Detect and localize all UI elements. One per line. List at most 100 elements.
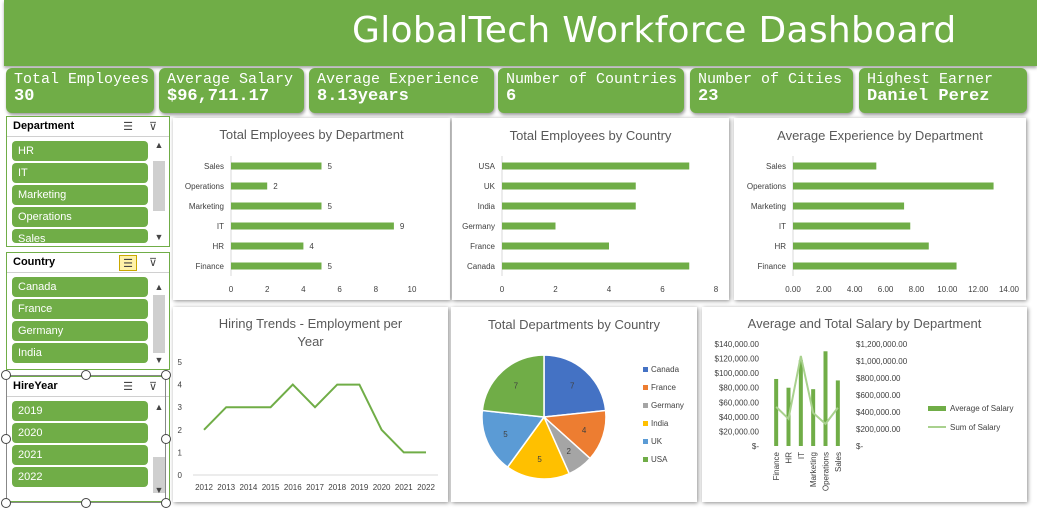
resize-handle[interactable] <box>81 498 91 508</box>
chart-employees-by-country[interactable]: Total Employees by Country Canada France G… <box>452 118 729 300</box>
bar <box>835 380 840 446</box>
slicer-header: Department ☰ ⊽ <box>7 117 169 137</box>
chart-salary-by-department[interactable]: Average and Total Salary by Department $… <box>702 307 1027 502</box>
scroll-down-icon[interactable]: ▼ <box>154 485 164 495</box>
slicer-item-2021[interactable]: 2021 <box>12 445 148 465</box>
scroll-up-icon[interactable]: ▲ <box>154 282 164 292</box>
category-label: Operations <box>185 182 224 191</box>
category-label: France <box>470 242 495 251</box>
scroll-down-icon[interactable]: ▼ <box>154 232 164 242</box>
resize-handle[interactable] <box>1 434 11 444</box>
chart-departments-by-country[interactable]: Total Departments by Country 7 4 2 5 5 7 Canad… <box>451 307 697 502</box>
chart-title: Total Departments by Country <box>488 317 660 332</box>
tick-label: 2014 <box>240 483 258 492</box>
kpi-value: 30 <box>14 87 35 106</box>
tick-label: 2019 <box>351 483 369 492</box>
chart-hiring-trends[interactable]: Hiring Trends - Employment per Year 0 1 2 3… <box>173 307 448 502</box>
slicer-item-operations[interactable]: Operations <box>12 207 148 227</box>
category-label: HR <box>212 242 224 251</box>
slicer-item-2020[interactable]: 2020 <box>12 423 148 443</box>
tick-label: $200,000.00 <box>856 425 901 434</box>
slicer-scrollbar[interactable]: ▲ ▼ <box>152 139 166 243</box>
resize-handle[interactable] <box>161 370 171 380</box>
kpi-label: Number of Countries <box>506 71 678 88</box>
slicer-item-hr[interactable]: HR <box>12 141 148 161</box>
scroll-down-icon[interactable]: ▼ <box>154 355 164 365</box>
clear-filter-icon[interactable]: ⊽ <box>148 381 158 393</box>
tick-label: $60,000.00 <box>719 398 760 407</box>
slicer-item-sales[interactable]: Sales <box>12 229 148 243</box>
resize-handle[interactable] <box>81 370 91 380</box>
tick-label: $40,000.00 <box>719 413 760 422</box>
legend-label: USA <box>651 455 668 464</box>
bar <box>502 222 556 230</box>
tick-label: 2.00 <box>816 285 832 294</box>
tick-label: 4 <box>301 285 306 294</box>
slicer-scrollbar[interactable]: ▲ ▼ <box>152 275 166 366</box>
chart-experience-by-department[interactable]: Average Experience by Department Finance… <box>734 118 1026 300</box>
scroll-up-icon[interactable]: ▲ <box>154 140 164 150</box>
bar <box>793 242 929 250</box>
category-label: IT <box>779 222 786 231</box>
tick-label: 4.00 <box>847 285 863 294</box>
tick-label: 6.00 <box>878 285 894 294</box>
tick-label: 8.00 <box>909 285 925 294</box>
multi-select-icon[interactable]: ☰ <box>119 255 137 271</box>
tick-label: 2012 <box>195 483 213 492</box>
bar <box>231 222 394 230</box>
slicer-item-india[interactable]: India <box>12 343 148 363</box>
kpi-label: Number of Cities <box>698 71 843 88</box>
bar <box>793 202 905 210</box>
resize-handle[interactable] <box>1 370 11 380</box>
slicer-item-france[interactable]: France <box>12 299 148 319</box>
pie-slice <box>543 354 607 418</box>
line-series <box>203 383 426 454</box>
category-label: IT <box>217 222 224 231</box>
scrollbar-thumb[interactable] <box>153 457 165 493</box>
bar <box>231 162 322 170</box>
slicer-items: Canada France Germany India <box>12 277 148 365</box>
chart-employees-by-department[interactable]: Total Employees by Department Finance 5 HR… <box>173 118 450 300</box>
data-label: 5 <box>503 430 508 439</box>
tick-label: 2 <box>178 426 183 435</box>
tick-label: 14.00 <box>999 285 1020 294</box>
slicer-item-2019[interactable]: 2019 <box>12 401 148 421</box>
slicer-item-marketing[interactable]: Marketing <box>12 185 148 205</box>
slicer-item-it[interactable]: IT <box>12 163 148 183</box>
clear-filter-icon[interactable]: ⊽ <box>148 257 158 269</box>
resize-handle[interactable] <box>161 498 171 508</box>
scrollbar-thumb[interactable] <box>153 161 165 211</box>
resize-handle[interactable] <box>1 498 11 508</box>
kpi-value: 6 <box>506 87 517 106</box>
slicer-item-germany[interactable]: Germany <box>12 321 148 341</box>
multi-select-icon[interactable]: ☰ <box>123 381 133 393</box>
category-label: Operations <box>747 182 786 191</box>
resize-handle[interactable] <box>161 434 171 444</box>
bar <box>502 182 636 190</box>
clear-filter-icon[interactable]: ⊽ <box>148 121 158 133</box>
bar <box>793 222 911 230</box>
slicer-item-2022[interactable]: 2022 <box>12 467 148 487</box>
scroll-up-icon[interactable]: ▲ <box>154 402 164 412</box>
slicer-item-canada[interactable]: Canada <box>12 277 148 297</box>
bar <box>231 242 304 250</box>
legend-label: India <box>651 419 669 428</box>
scrollbar-thumb[interactable] <box>153 295 165 353</box>
tick-label: 8 <box>374 285 379 294</box>
legend-label: UK <box>651 437 663 446</box>
tick-label: 2 <box>553 285 558 294</box>
tick-label: 2020 <box>373 483 391 492</box>
bar <box>774 378 779 446</box>
legend-label: Germany <box>651 401 684 410</box>
category-label: HR <box>785 452 794 464</box>
tick-label: $80,000.00 <box>719 384 760 393</box>
data-label: 4 <box>582 426 587 435</box>
bar <box>231 202 322 210</box>
kpi-average-salary: Average Salary $96,711.17 <box>159 68 304 113</box>
multi-select-icon[interactable]: ☰ <box>123 121 133 133</box>
slicer-scrollbar[interactable]: ▲ ▼ <box>152 399 166 498</box>
chart-title: Total Employees by Country <box>509 128 672 143</box>
bar <box>793 182 994 190</box>
tick-label: 0 <box>500 285 505 294</box>
kpi-number-of-cities: Number of Cities 23 <box>690 68 853 113</box>
